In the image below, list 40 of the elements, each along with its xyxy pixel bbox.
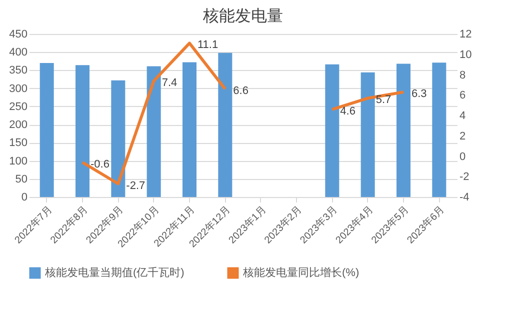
- y2-tick-label: 10: [460, 48, 472, 61]
- y2-tick-label: 6: [460, 90, 466, 102]
- y2-tick-label: 12: [460, 28, 472, 40]
- y-tick-label: 250: [9, 100, 28, 113]
- bar: [111, 80, 126, 197]
- bar: [182, 62, 196, 197]
- y2-tick-label: 2: [460, 130, 466, 142]
- y2-tick-label: -2: [460, 171, 470, 184]
- y-tick-label: 100: [9, 155, 28, 168]
- data-label: 6.3: [412, 88, 427, 100]
- y2-tick-label: 8: [460, 69, 466, 82]
- data-label: 7.4: [162, 76, 178, 89]
- legend-label: 核能发电量同比增长(%): [242, 266, 360, 279]
- y2-tick-label: 0: [460, 150, 466, 163]
- y2-tick-label: -4: [460, 192, 470, 204]
- y2-tick-label: 4: [460, 110, 466, 122]
- y-tick-label: 0: [21, 192, 28, 204]
- bar: [396, 64, 410, 197]
- data-label: -2.7: [126, 180, 146, 192]
- data-label: 4.6: [340, 105, 356, 118]
- bar: [146, 66, 161, 197]
- data-label: 6.6: [233, 85, 248, 98]
- y-tick-label: 200: [9, 119, 28, 132]
- data-label: -0.6: [90, 158, 110, 170]
- bar: [432, 62, 446, 197]
- bar: [325, 64, 340, 197]
- y-tick-label: 300: [9, 82, 28, 95]
- y-tick-label: 150: [9, 137, 28, 150]
- bar: [218, 52, 232, 197]
- y-tick-label: 450: [9, 28, 28, 40]
- bar: [76, 65, 90, 197]
- data-label: 5.7: [376, 94, 392, 106]
- y-tick-label: 400: [9, 46, 28, 59]
- y-tick-label: 50: [15, 173, 28, 186]
- data-label: 11.1: [198, 39, 218, 52]
- legend-label: 核能发电量当期值(亿千瓦时): [44, 266, 184, 279]
- bar: [40, 62, 54, 197]
- bar: [360, 72, 375, 197]
- y-tick-label: 350: [9, 64, 28, 77]
- chart-title: 核能发电量: [202, 7, 283, 25]
